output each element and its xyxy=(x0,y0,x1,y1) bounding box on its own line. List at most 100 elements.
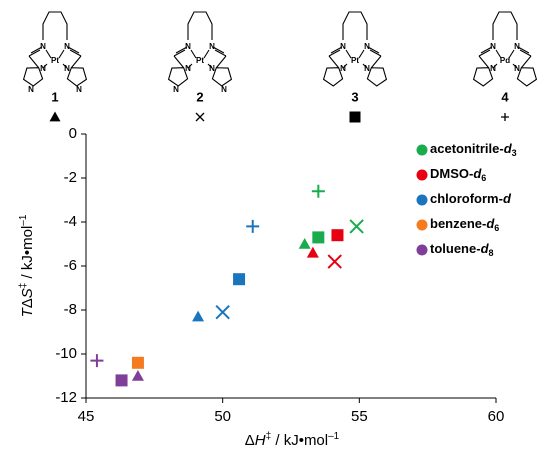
y-axis-label: TΔS‡ / kJ•mol–1 xyxy=(18,214,36,317)
atom-label: N xyxy=(40,64,46,73)
structure: N N N N N N Pt xyxy=(167,11,233,94)
marker-plus xyxy=(311,184,325,198)
bond xyxy=(211,67,233,87)
label-part: acetonitrile- xyxy=(430,141,504,156)
y-tick-label: -4 xyxy=(64,213,77,230)
marker-triangle xyxy=(192,310,205,322)
atom-label: N xyxy=(364,64,370,73)
atom-label: N xyxy=(28,85,34,94)
label-part: Δ xyxy=(19,298,36,308)
x-tick-label: 55 xyxy=(351,408,368,425)
label-part: benzene- xyxy=(430,216,486,231)
compound-marker xyxy=(49,111,61,122)
marker-square xyxy=(233,273,246,286)
x-tick-label: 45 xyxy=(78,408,95,425)
metal-label: Pt xyxy=(351,56,359,65)
compound-label: 2 xyxy=(196,89,203,104)
y-tick-label: -2 xyxy=(64,169,77,186)
legend-label: toluene-d8 xyxy=(430,241,494,258)
bond xyxy=(190,49,210,59)
legend-label: acetonitrile-d3 xyxy=(430,141,517,158)
y-tick-label: -8 xyxy=(64,301,77,318)
bond xyxy=(28,55,40,69)
label-part: S xyxy=(19,288,36,298)
atom-label: N xyxy=(76,85,82,94)
structure: N N N N Pd xyxy=(472,11,538,87)
atom-label: N xyxy=(490,64,496,73)
label-part: d xyxy=(503,191,512,206)
compound-marker xyxy=(501,113,509,121)
bond xyxy=(215,55,227,69)
structure: N N N N Pt xyxy=(322,11,388,87)
metal-label: Pd xyxy=(500,56,510,65)
label-part: toluene- xyxy=(430,241,481,256)
marker-square xyxy=(115,374,128,387)
y-tick-label: -10 xyxy=(55,345,77,362)
compound-marker xyxy=(195,112,205,122)
atom-label: N xyxy=(364,42,370,51)
atom-label: N xyxy=(40,42,46,51)
label-part: d xyxy=(504,141,513,156)
compound-label: 4 xyxy=(501,89,509,104)
atom-label: N xyxy=(340,64,346,73)
x-tick-label: 50 xyxy=(214,408,231,425)
marker-plus xyxy=(246,219,260,233)
label-part: –1 xyxy=(18,214,29,226)
label-part: H xyxy=(255,432,266,449)
bond xyxy=(328,46,343,57)
bond xyxy=(173,46,188,57)
bond xyxy=(328,55,340,69)
bond xyxy=(366,67,388,87)
label-part: 6 xyxy=(494,223,499,233)
marker-square xyxy=(131,356,144,369)
atom-label: N xyxy=(173,85,179,94)
label-part: T xyxy=(19,306,36,317)
bond xyxy=(70,55,82,69)
bond xyxy=(187,63,213,69)
bond xyxy=(520,55,532,69)
bond xyxy=(492,11,518,40)
legend-label: benzene-d6 xyxy=(430,216,499,233)
atom-label: N xyxy=(340,42,346,51)
atom-label: N xyxy=(221,85,227,94)
compound-marker xyxy=(349,111,361,123)
atom-label: N xyxy=(514,64,520,73)
marker-x xyxy=(215,304,230,320)
label-part: ‡ xyxy=(18,283,29,289)
bond xyxy=(516,67,538,87)
y-tick-label: -12 xyxy=(55,389,77,406)
label-part: d xyxy=(473,166,482,181)
compound-label: 1 xyxy=(51,89,58,104)
bond xyxy=(187,11,213,40)
bond xyxy=(67,46,82,57)
label-part: Δ xyxy=(245,432,255,449)
marker-x xyxy=(349,219,364,234)
atom-label: N xyxy=(490,42,496,51)
atom-label: N xyxy=(64,42,70,51)
label-part: / kJ•mol xyxy=(271,432,328,449)
marker-triangle xyxy=(131,370,144,381)
label-part: / kJ•mol xyxy=(19,226,36,283)
marker-plus xyxy=(90,354,104,368)
legend-label: chloroform-d xyxy=(430,191,512,206)
bond xyxy=(45,49,65,59)
legend-marker xyxy=(416,244,428,256)
marker-square xyxy=(312,231,325,244)
x-tick-label: 60 xyxy=(488,408,505,425)
label-part: –1 xyxy=(328,431,340,442)
bond xyxy=(370,55,382,69)
legend-label: DMSO-d6 xyxy=(430,166,486,183)
legend-marker xyxy=(416,219,428,231)
marker-triangle xyxy=(298,238,311,249)
metal-label: Pt xyxy=(196,56,204,65)
metal-label: Pt xyxy=(51,56,59,65)
atom-label: N xyxy=(514,42,520,51)
bond xyxy=(212,46,227,57)
marker-triangle xyxy=(306,246,319,258)
legend-marker xyxy=(416,144,428,156)
bond xyxy=(28,46,43,57)
label-part: 8 xyxy=(489,248,494,258)
bond xyxy=(478,46,493,57)
label-part: ‡ xyxy=(266,431,272,442)
